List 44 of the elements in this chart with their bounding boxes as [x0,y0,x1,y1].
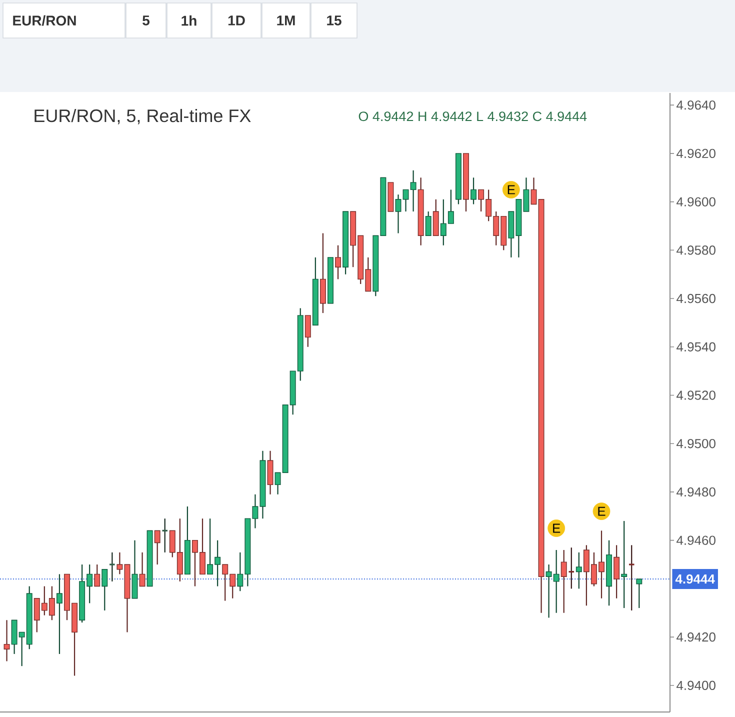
y-tick-label: 4.9480 [676,487,716,497]
candlestick [4,620,10,662]
candlestick [636,578,642,609]
candlestick [102,568,108,611]
text: 1D [228,16,245,26]
candlestick [304,314,311,348]
text: O 4.9442 H 4.9442 L 4.9432 C 4.9444 [358,112,587,122]
candlestick [161,518,168,553]
candlestick [614,544,620,599]
candlestick [425,210,432,236]
candlestick [395,194,402,234]
candlestick [560,549,567,614]
candlestick [94,564,100,587]
y-tick-label: 4.9600 [676,197,716,206]
series-label: E [508,185,515,194]
y-tick-label: 4.9580 [676,246,716,255]
text: 1M [277,16,295,26]
candlestick [139,552,146,587]
y-tick-label: 4.9400 [676,680,716,690]
text: 5 [142,16,150,26]
text: 1h [182,15,196,26]
y-tick-label: 4.9460 [676,536,716,545]
candlestick [335,244,342,280]
candlestick [530,177,537,205]
candlestick [154,530,160,566]
text: E [553,524,560,533]
text: 15 [327,16,342,26]
candlestick [621,520,628,609]
y-tick-label: 4.9500 [676,438,716,448]
candlestick [628,544,636,611]
text: E [598,506,606,516]
y-tick-label: 4.9640 [676,100,716,110]
y-tick-label: 4.9520 [676,390,716,400]
candlestick [56,574,62,655]
candlestick [576,552,582,590]
y-tick-label: 4.9540 [676,342,716,352]
candlestick [108,552,116,582]
y-tick-label: 4.9620 [676,148,716,158]
y-tick-label: 4.9420 [676,632,716,642]
text: EUR/RON, 5, Real-time FX [34,108,251,124]
y-tick-label: 4.9560 [676,294,716,304]
candlestick [470,177,477,205]
ref-line-label: 4.9444 [675,574,715,584]
text: EUR/RON [13,15,76,26]
